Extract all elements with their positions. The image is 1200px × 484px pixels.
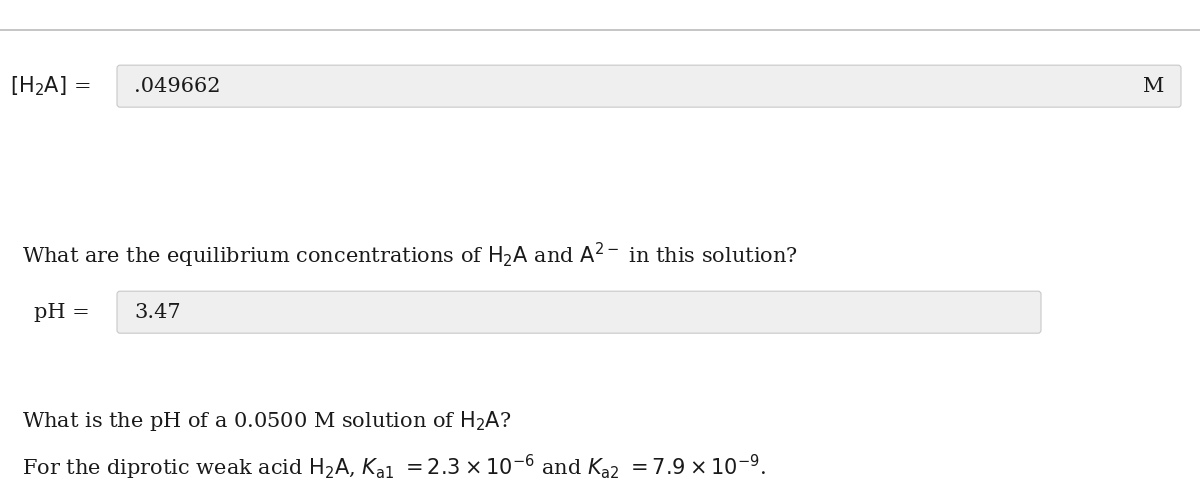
Text: $[\mathrm{H_2A}]$ =: $[\mathrm{H_2A}]$ = [10, 75, 90, 98]
FancyBboxPatch shape [118, 65, 1181, 107]
Text: What are the equilibrium concentrations of $\mathrm{H_2A}$ and $\mathrm{A^{2-}}$: What are the equilibrium concentrations … [22, 241, 798, 270]
Text: .049662: .049662 [134, 76, 221, 96]
Text: For the diprotic weak acid $\mathrm{H_2A}$, $K_{\mathrm{a1}}$ $= 2.3 \times 10^{: For the diprotic weak acid $\mathrm{H_2A… [22, 453, 767, 482]
Text: pH =: pH = [35, 302, 90, 322]
FancyBboxPatch shape [118, 291, 1042, 333]
Text: 3.47: 3.47 [134, 302, 181, 322]
Text: M: M [1142, 76, 1164, 96]
Text: What is the pH of a 0.0500 M solution of $\mathrm{H_2A}$?: What is the pH of a 0.0500 M solution of… [22, 409, 511, 433]
